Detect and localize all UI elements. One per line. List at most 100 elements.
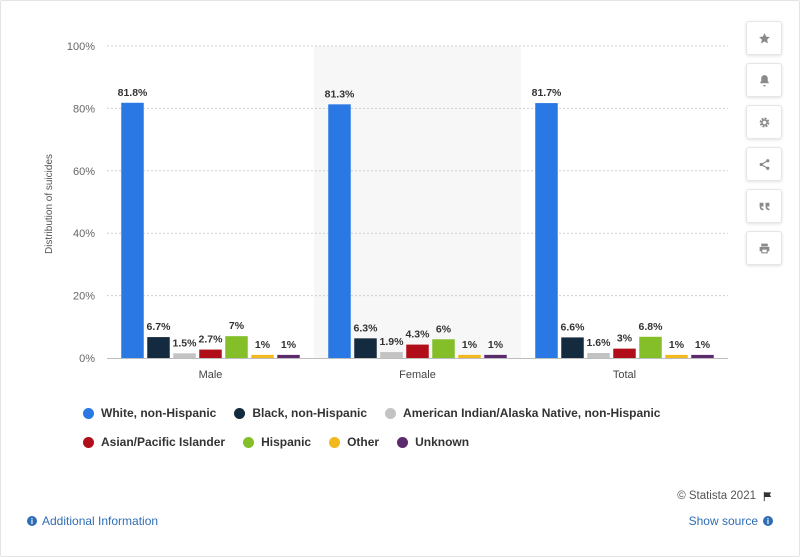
settings-button[interactable] [746,105,782,139]
quote-icon [759,202,769,210]
y-tick-label: 80% [73,103,95,115]
share-icon [759,158,769,170]
data-label: 1% [462,339,478,351]
bar[interactable] [613,348,636,358]
legend-item[interactable]: Hispanic [243,435,311,449]
legend-item[interactable]: American Indian/Alaska Native, non-Hispa… [385,406,660,420]
data-label: 4.3% [406,329,431,341]
bar[interactable] [354,338,377,358]
data-label: 81.7% [532,87,562,99]
data-label: 6.8% [639,321,664,333]
statista-credit: © Statista 2021 [677,490,773,502]
bar[interactable] [199,349,222,358]
share-button[interactable] [746,147,782,181]
y-tick-label: 20% [73,291,95,303]
bar-chart: 81.8% 6.7%1.5% 2.7% 7% 1% 1% 81.3% 6.3%1.9%4.3%… [44,41,728,381]
data-label: 1.5% [173,337,198,349]
bar[interactable] [432,339,455,358]
legend-swatch [243,436,255,448]
legend-label: Other [347,435,380,449]
legend-swatch [234,407,246,419]
bar[interactable] [458,354,481,358]
chart-legend: White, non-Hispanic Black, non-Hispanic Am… [83,403,723,461]
notification-button[interactable] [746,63,782,97]
bar[interactable] [225,336,248,358]
additional-information-label: Additional Information [42,514,159,528]
bar[interactable] [691,354,714,358]
x-tick-label: Total [613,369,636,381]
bar[interactable] [535,103,558,358]
print-icon [759,243,769,253]
bar[interactable] [251,354,274,358]
x-tick-label: Male [199,369,223,381]
bar[interactable] [121,102,144,358]
bar[interactable] [587,353,610,358]
data-label: 1% [695,339,711,351]
bell-icon [759,74,769,86]
bar[interactable] [277,354,300,358]
data-label: 81.3% [325,88,355,100]
show-source-link[interactable]: Show source i [689,514,773,528]
gear-icon [759,117,769,127]
y-tick-label: 100% [67,41,95,53]
bar[interactable] [561,337,584,358]
print-button[interactable] [746,231,782,265]
show-source-label: Show source [688,514,758,528]
data-label: 2.7% [199,334,224,346]
data-label: 1.9% [380,336,405,348]
bar[interactable] [639,336,662,358]
data-label: 81.8% [118,87,148,99]
legend-item[interactable]: Asian/Pacific Islander [83,435,225,449]
bar[interactable] [147,337,170,358]
y-axis-title: Distribution of suicides [44,154,55,254]
bar[interactable] [484,354,507,358]
legend-item[interactable]: Other [329,435,379,449]
data-label: 6% [436,323,452,335]
bar[interactable] [173,353,196,358]
legend-label: Unknown [415,435,470,449]
credit-text: © Statista 2021 [677,490,756,502]
legend-row: White, non-Hispanic Black, non-Hispanic Am… [83,403,723,423]
info-icon: i [27,516,37,526]
legend-item[interactable]: White, non-Hispanic [83,406,216,420]
bar[interactable] [665,354,688,358]
legend-swatch [83,407,94,419]
legend-label: American Indian/Alaska Native, non-Hispa… [403,406,661,420]
legend-label: White, non-Hispanic [101,406,217,420]
legend-item[interactable]: Unknown [397,435,469,449]
data-label: 1% [669,339,685,351]
data-label: 3% [617,333,633,345]
y-tick-label: 40% [73,228,95,240]
data-label: 1% [255,339,271,351]
legend-label: Hispanic [261,435,312,449]
data-label: 7% [229,320,245,332]
cite-button[interactable] [746,189,782,223]
data-label: 1% [488,339,504,351]
bar[interactable] [380,352,403,358]
legend-row: Asian/Pacific Islander Hispanic Other Unkno… [83,432,723,452]
info-icon: i [763,516,773,526]
legend-swatch [83,436,94,448]
bar[interactable] [406,344,429,358]
flag-icon [763,491,772,501]
data-label: 1.6% [587,337,612,349]
legend-swatch [385,407,397,419]
data-label: 1% [281,339,297,351]
legend-swatch [397,436,409,448]
legend-label: Black, non-Hispanic [252,406,368,420]
y-tick-label: 60% [73,166,95,178]
data-label: 6.7% [147,321,172,333]
x-tick-label: Female [399,369,436,381]
star-icon [758,32,770,43]
y-tick-label: 0% [79,353,95,365]
legend-item[interactable]: Black, non-Hispanic [234,406,367,420]
legend-label: Asian/Pacific Islander [101,435,226,449]
legend-swatch [329,436,341,448]
data-label: 6.3% [354,322,379,334]
additional-information-link[interactable]: i Additional Information [27,514,158,528]
data-label: 6.6% [561,321,586,333]
chart-toolbar [746,21,782,273]
favorite-button[interactable] [746,21,782,55]
bar[interactable] [328,104,351,359]
